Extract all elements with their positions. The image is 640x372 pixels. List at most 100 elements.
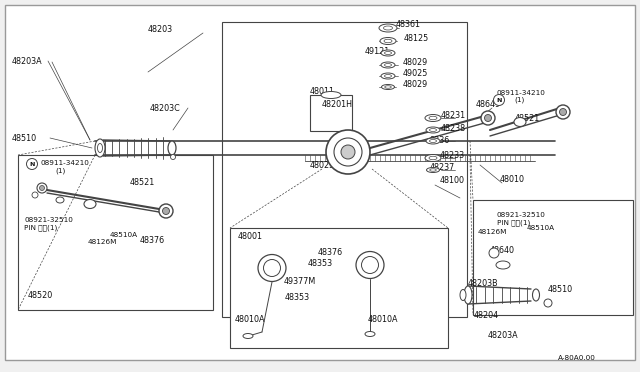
Text: 48510: 48510 xyxy=(548,285,573,294)
Ellipse shape xyxy=(264,260,280,276)
Circle shape xyxy=(159,204,173,218)
Ellipse shape xyxy=(356,251,384,279)
Circle shape xyxy=(326,130,370,174)
Circle shape xyxy=(559,109,566,115)
Text: 9236: 9236 xyxy=(430,135,451,144)
Ellipse shape xyxy=(429,169,436,171)
Ellipse shape xyxy=(381,84,394,90)
Text: 48029: 48029 xyxy=(403,80,428,89)
Ellipse shape xyxy=(168,141,176,155)
Circle shape xyxy=(40,186,45,190)
Text: 08911-34210: 08911-34210 xyxy=(40,160,89,166)
Text: 48353: 48353 xyxy=(285,292,310,301)
Text: 48521: 48521 xyxy=(515,113,540,122)
Ellipse shape xyxy=(384,39,392,43)
Text: 48204: 48204 xyxy=(474,311,499,320)
Circle shape xyxy=(26,158,38,170)
Text: 48376: 48376 xyxy=(140,235,165,244)
Text: 48203A: 48203A xyxy=(12,57,43,65)
Ellipse shape xyxy=(425,115,441,122)
Circle shape xyxy=(341,145,355,159)
Text: 48100: 48100 xyxy=(440,176,465,185)
Ellipse shape xyxy=(383,26,392,30)
Ellipse shape xyxy=(385,74,392,77)
Text: A-80A0.00: A-80A0.00 xyxy=(558,355,596,361)
Text: 48520: 48520 xyxy=(28,291,53,299)
Text: PIN ピン(1): PIN ピン(1) xyxy=(497,220,531,226)
Text: 48010A: 48010A xyxy=(368,315,399,324)
Bar xyxy=(222,22,467,317)
Text: 49121: 49121 xyxy=(365,46,390,55)
Ellipse shape xyxy=(426,167,440,173)
Bar xyxy=(310,95,352,131)
Text: 49377M: 49377M xyxy=(284,278,316,286)
Text: 48353: 48353 xyxy=(308,259,333,267)
Ellipse shape xyxy=(429,140,436,142)
Ellipse shape xyxy=(381,62,395,68)
Text: 49025: 49025 xyxy=(403,68,428,77)
Text: 48010A: 48010A xyxy=(235,315,266,324)
Ellipse shape xyxy=(381,73,395,79)
Text: 48023: 48023 xyxy=(310,160,335,170)
Text: (1): (1) xyxy=(55,168,65,174)
Ellipse shape xyxy=(258,254,286,282)
Text: 48010: 48010 xyxy=(500,174,525,183)
Ellipse shape xyxy=(429,116,437,120)
Text: 48376: 48376 xyxy=(318,247,343,257)
Ellipse shape xyxy=(426,138,440,144)
Text: 48521: 48521 xyxy=(130,177,156,186)
Text: (1): (1) xyxy=(514,97,524,103)
Text: 48510A: 48510A xyxy=(110,232,138,238)
Text: 48510A: 48510A xyxy=(527,225,555,231)
Ellipse shape xyxy=(464,286,472,304)
Ellipse shape xyxy=(426,127,440,133)
Text: 48203C: 48203C xyxy=(150,103,180,112)
Ellipse shape xyxy=(365,331,375,337)
Text: 48126M: 48126M xyxy=(88,239,117,245)
Circle shape xyxy=(481,111,495,125)
Circle shape xyxy=(484,115,492,122)
Text: 48126M: 48126M xyxy=(478,229,508,235)
Ellipse shape xyxy=(532,289,540,301)
Ellipse shape xyxy=(56,197,64,203)
Ellipse shape xyxy=(321,92,341,99)
Text: 48361: 48361 xyxy=(396,19,421,29)
Ellipse shape xyxy=(362,257,378,273)
Text: 48011: 48011 xyxy=(310,87,335,96)
Ellipse shape xyxy=(496,261,510,269)
Ellipse shape xyxy=(95,139,105,157)
Ellipse shape xyxy=(460,289,466,301)
Text: 48201H: 48201H xyxy=(322,99,353,109)
Text: 48640: 48640 xyxy=(490,246,515,254)
Text: 48510: 48510 xyxy=(12,134,37,142)
Circle shape xyxy=(544,299,552,307)
Text: 48238: 48238 xyxy=(441,124,466,132)
Text: 48237: 48237 xyxy=(430,163,455,171)
Text: 48203: 48203 xyxy=(148,25,173,33)
Text: 48125: 48125 xyxy=(404,33,429,42)
Text: 08921-32510: 08921-32510 xyxy=(24,217,73,223)
Circle shape xyxy=(489,248,499,258)
Ellipse shape xyxy=(385,51,392,55)
Circle shape xyxy=(556,105,570,119)
Ellipse shape xyxy=(429,156,437,160)
Ellipse shape xyxy=(381,50,395,56)
Circle shape xyxy=(163,208,170,215)
Ellipse shape xyxy=(380,38,396,45)
Text: 48001: 48001 xyxy=(238,231,263,241)
Bar xyxy=(230,228,448,348)
Text: 48649: 48649 xyxy=(476,99,501,109)
Text: 48203A: 48203A xyxy=(488,330,518,340)
Text: 08911-34210: 08911-34210 xyxy=(497,90,546,96)
Ellipse shape xyxy=(97,144,102,153)
Text: N: N xyxy=(496,97,502,103)
Text: 48029: 48029 xyxy=(403,58,428,67)
Text: 48233: 48233 xyxy=(440,151,465,160)
Text: 08921-32510: 08921-32510 xyxy=(497,212,546,218)
Ellipse shape xyxy=(84,199,96,208)
Ellipse shape xyxy=(429,128,436,131)
Circle shape xyxy=(493,94,504,106)
Ellipse shape xyxy=(514,118,526,126)
Ellipse shape xyxy=(385,86,391,88)
Circle shape xyxy=(334,138,362,166)
